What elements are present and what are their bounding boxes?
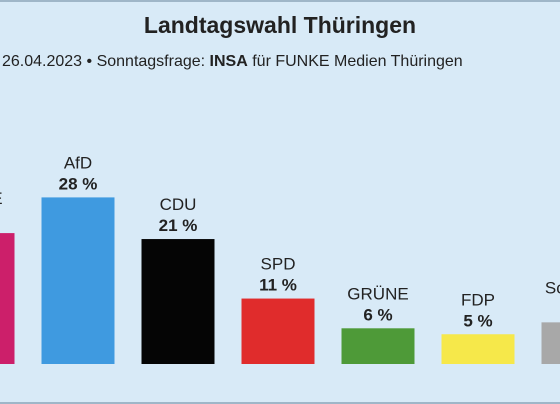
value-label-afd: 28 % xyxy=(59,174,98,193)
category-label-afd: AfD xyxy=(64,153,92,172)
category-label-linke: LINKE xyxy=(0,189,3,208)
bar-spd xyxy=(241,298,315,364)
bar-sonstige xyxy=(541,322,560,364)
value-label-gr-ne: 6 % xyxy=(363,305,392,324)
subtitle-institute: INSA xyxy=(209,53,248,70)
category-label-fdp: FDP xyxy=(461,290,495,309)
category-label-sonstige: Sonstige xyxy=(545,278,560,297)
bar-fdp xyxy=(441,334,515,364)
subtitle-date-source: 26.04.2023 • Sonntagsfrage: xyxy=(2,53,210,70)
subtitle-client: für FUNKE Medien Thüringen xyxy=(247,53,463,70)
value-label-fdp: 5 % xyxy=(463,311,492,330)
category-label-gr-ne: GRÜNE xyxy=(347,284,408,303)
value-label-cdu: 21 % xyxy=(159,216,198,235)
bar-cdu xyxy=(141,239,215,364)
bar-afd xyxy=(41,197,115,364)
chart-title: Landtagswahl Thüringen xyxy=(143,12,417,38)
bar-linke xyxy=(0,233,15,364)
category-label-spd: SPD xyxy=(261,255,296,274)
bar-gr-ne xyxy=(341,328,415,364)
value-label-spd: 11 % xyxy=(259,276,297,295)
category-label-cdu: CDU xyxy=(160,195,197,214)
chart-subtitle: 26.04.2023 • Sonntagsfrage: INSA für FUN… xyxy=(2,53,463,71)
